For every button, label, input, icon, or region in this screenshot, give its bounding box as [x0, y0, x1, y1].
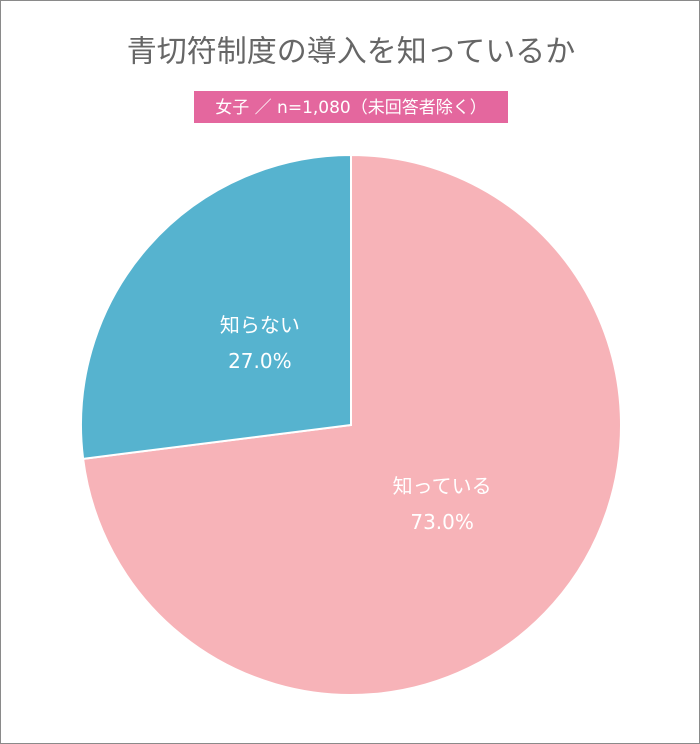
pie — [80, 153, 622, 696]
pie-slice — [80, 153, 352, 460]
slice-category-label: 知らない — [220, 313, 300, 337]
pie-labels: 知っている 73.0% 知らない 27.0% — [220, 313, 492, 534]
slice-category-label: 知っている — [393, 474, 492, 498]
chart-title: 青切符制度の導入を知っているか — [127, 35, 576, 70]
slice-value-label: 73.0% — [410, 510, 474, 534]
slice-value-label: 27.0% — [228, 349, 292, 373]
subtitle-background — [194, 91, 508, 123]
pie-slice — [82, 153, 622, 696]
chart-subtitle: 女子 ／ n=1,080（未回答者除く） — [215, 98, 487, 118]
